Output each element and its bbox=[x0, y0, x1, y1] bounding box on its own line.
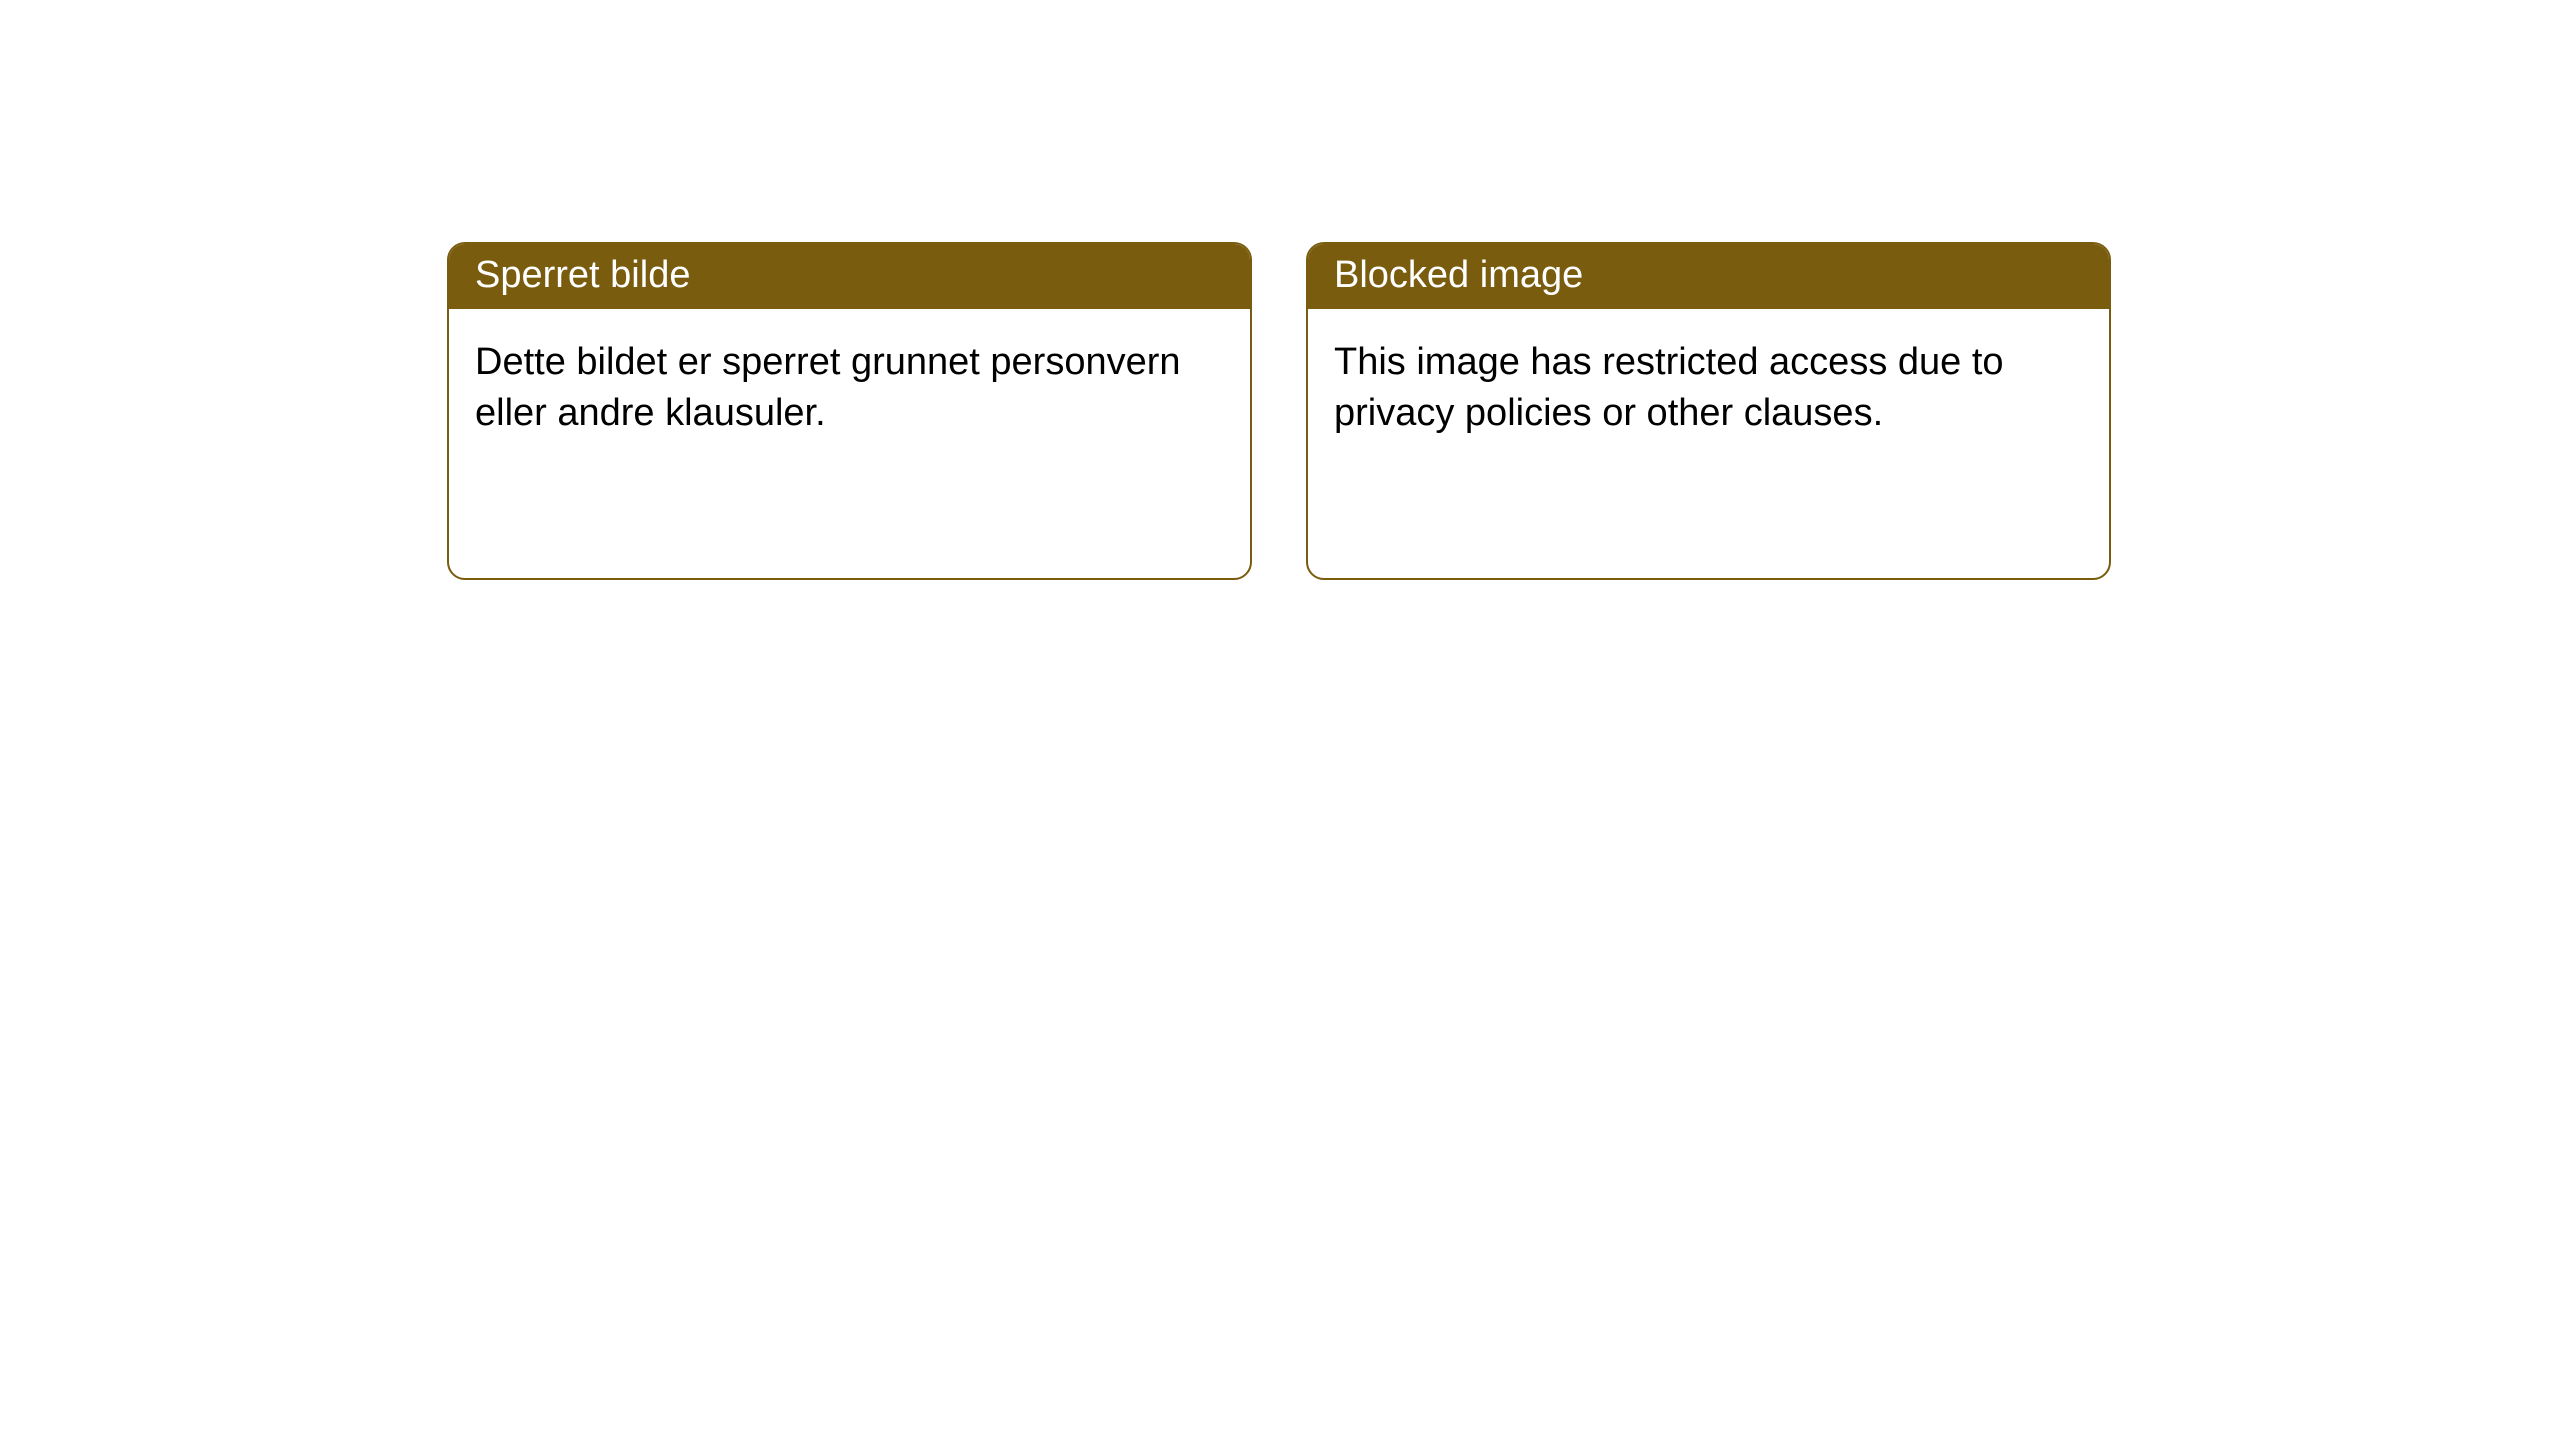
notice-header: Blocked image bbox=[1308, 244, 2109, 309]
notice-body-text: This image has restricted access due to … bbox=[1334, 341, 2004, 434]
notice-body: Dette bildet er sperret grunnet personve… bbox=[449, 309, 1250, 468]
notice-header: Sperret bilde bbox=[449, 244, 1250, 309]
notice-body: This image has restricted access due to … bbox=[1308, 309, 2109, 468]
notice-card-norwegian: Sperret bilde Dette bildet er sperret gr… bbox=[447, 242, 1252, 580]
notice-card-english: Blocked image This image has restricted … bbox=[1306, 242, 2111, 580]
notice-body-text: Dette bildet er sperret grunnet personve… bbox=[475, 341, 1181, 434]
notice-title: Blocked image bbox=[1334, 254, 1583, 296]
notice-container: Sperret bilde Dette bildet er sperret gr… bbox=[0, 0, 2560, 580]
notice-title: Sperret bilde bbox=[475, 254, 690, 296]
